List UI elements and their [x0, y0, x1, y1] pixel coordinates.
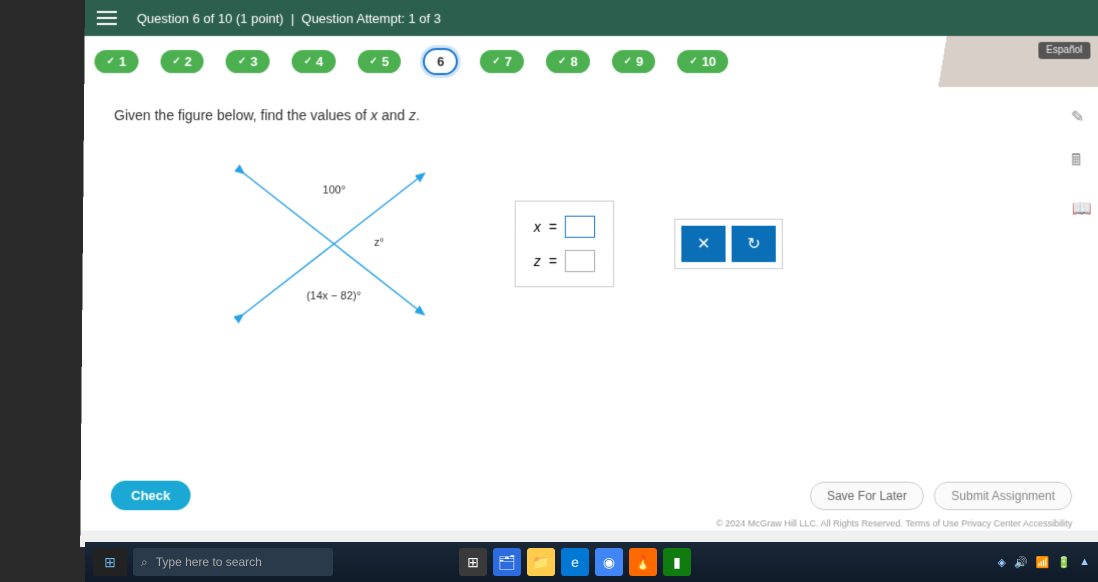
nav-question-1[interactable]: ✓1 — [94, 50, 138, 73]
taskbar: ⊞ ⌕ Type here to search ⊞🗂📁e◉🔥▮ ◈🔊📶🔋▲ — [85, 542, 1098, 582]
nav-number: 8 — [570, 54, 577, 69]
problem-prompt: Given the figure below, find the values … — [114, 107, 1069, 123]
clear-button[interactable]: ✕ — [682, 226, 726, 262]
nav-question-6[interactable]: 6 — [423, 48, 458, 75]
angle-right-label: z° — [374, 237, 384, 249]
check-icon: ✓ — [624, 56, 632, 67]
nav-question-4[interactable]: ✓4 — [291, 50, 335, 73]
nav-number: 1 — [119, 54, 126, 69]
answer-row-x: x = — [534, 216, 595, 238]
nav-question-7[interactable]: ✓7 — [480, 50, 524, 73]
check-icon: ✓ — [172, 56, 180, 67]
language-button[interactable]: Español — [1038, 42, 1090, 59]
x-input[interactable] — [565, 216, 595, 238]
nav-wedge: Español — [878, 36, 1098, 87]
taskbar-app-icon[interactable]: ▮ — [663, 548, 691, 576]
taskbar-search[interactable]: ⌕ Type here to search — [133, 548, 333, 576]
submit-button[interactable]: Submit Assignment — [934, 481, 1072, 509]
save-later-button[interactable]: Save For Later — [810, 481, 924, 509]
search-placeholder: Type here to search — [156, 555, 262, 569]
nav-question-5[interactable]: ✓5 — [357, 50, 401, 73]
tray-icon[interactable]: ◈ — [998, 556, 1006, 569]
question-nav: ✓1✓2✓3✓4✓56✓7✓8✓9✓10 Español — [84, 36, 1098, 87]
reset-button[interactable]: ↻ — [732, 226, 776, 262]
footer-row: Check Save For Later Submit Assignment — [80, 471, 1098, 517]
content-area: Given the figure below, find the values … — [81, 87, 1098, 470]
answer-row-z: z = — [534, 250, 595, 272]
tray-icon[interactable]: 📶 — [1036, 556, 1050, 569]
check-icon: ✓ — [492, 56, 500, 67]
angle-bottom-label: (14x − 82)° — [306, 290, 361, 302]
nav-number: 10 — [702, 54, 717, 69]
answer-box: x = z = — [515, 201, 615, 288]
check-icon: ✓ — [689, 56, 697, 67]
taskbar-apps: ⊞🗂📁e◉🔥▮ — [459, 548, 691, 576]
taskbar-app-icon[interactable]: 🔥 — [629, 548, 657, 576]
taskbar-app-icon[interactable]: 🗂 — [493, 548, 521, 576]
calculator-icon[interactable]: 🖩 — [1071, 149, 1091, 176]
nav-number: 9 — [636, 54, 643, 69]
nav-question-2[interactable]: ✓2 — [160, 50, 204, 73]
check-icon: ✓ — [304, 56, 312, 67]
tool-buttons: ✕ ↻ — [675, 219, 784, 269]
equals-sign: = — [549, 219, 557, 235]
taskbar-app-icon[interactable]: ⊞ — [459, 548, 487, 576]
check-icon: ✓ — [558, 56, 566, 67]
system-tray: ◈ 🔊 📶 🔋 ▲ — [998, 556, 1090, 569]
question-label: Question 6 of 10 (1 point) | Question At… — [137, 10, 441, 25]
header-bar: Question 6 of 10 (1 point) | Question At… — [85, 0, 1098, 36]
nav-number: 6 — [437, 54, 444, 69]
taskbar-app-icon[interactable]: e — [561, 548, 589, 576]
copyright-text: © 2024 McGraw Hill LLC. All Rights Reser… — [80, 516, 1098, 530]
nav-question-10[interactable]: ✓ 10 — [677, 50, 728, 73]
tray-icon[interactable]: ▲ — [1079, 556, 1090, 568]
scratchpad-icon[interactable]: ✎ — [1071, 107, 1091, 127]
start-button[interactable]: ⊞ — [93, 548, 127, 576]
var-z-label: z — [534, 253, 541, 269]
check-icon: ✓ — [369, 56, 377, 67]
menu-icon[interactable] — [97, 11, 117, 25]
problem-row: 100° z° (14x − 82)° x = z = ✕ — [213, 153, 1071, 334]
check-icon: ✓ — [238, 56, 246, 67]
z-input[interactable] — [565, 250, 595, 272]
side-icon-rail: ✎ 🖩 📖 — [1071, 107, 1092, 219]
check-button[interactable]: Check — [111, 481, 191, 510]
nav-question-8[interactable]: ✓8 — [546, 50, 590, 73]
nav-number: 2 — [185, 54, 192, 69]
book-icon[interactable]: 📖 — [1072, 199, 1092, 219]
nav-number: 5 — [382, 54, 389, 69]
search-icon: ⌕ — [141, 555, 148, 570]
angle-top-label: 100° — [323, 184, 346, 196]
tray-icon[interactable]: 🔊 — [1014, 556, 1028, 569]
var-x-label: x — [534, 219, 541, 235]
geometry-figure: 100° z° (14x − 82)° — [213, 153, 455, 334]
tray-icon[interactable]: 🔋 — [1057, 556, 1071, 569]
app-window: Question 6 of 10 (1 point) | Question At… — [80, 0, 1098, 547]
taskbar-app-icon[interactable]: 📁 — [527, 548, 555, 576]
taskbar-app-icon[interactable]: ◉ — [595, 548, 623, 576]
equals-sign: = — [549, 253, 557, 269]
nav-number: 4 — [316, 54, 323, 69]
nav-question-3[interactable]: ✓3 — [226, 50, 270, 73]
nav-number: 3 — [250, 54, 257, 69]
check-icon: ✓ — [106, 56, 114, 67]
nav-question-9[interactable]: ✓9 — [612, 50, 656, 73]
nav-number: 7 — [505, 54, 512, 69]
